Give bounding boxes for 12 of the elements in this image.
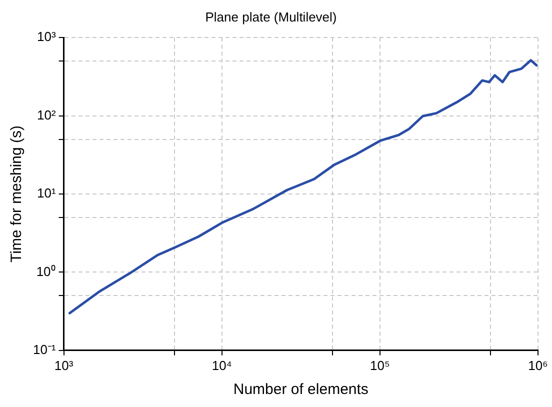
y-tick-label: 10⁰ <box>36 264 56 279</box>
x-axis-title: Number of elements <box>233 381 368 398</box>
x-tick-label: 10⁴ <box>212 358 232 373</box>
y-tick-label: 10³ <box>36 29 56 44</box>
x-tick-label: 10³ <box>54 358 74 373</box>
x-tick-label: 10⁵ <box>370 358 390 373</box>
y-tick-label: 10² <box>36 107 56 122</box>
y-tick-label: 10¹ <box>36 186 56 201</box>
chart-title: Plane plate (Multilevel) <box>205 9 337 24</box>
x-tick-label: 10⁶ <box>528 358 548 373</box>
y-axis-title: Time for meshing (s) <box>8 126 26 262</box>
y-tick-label: 10⁻¹ <box>32 342 56 357</box>
